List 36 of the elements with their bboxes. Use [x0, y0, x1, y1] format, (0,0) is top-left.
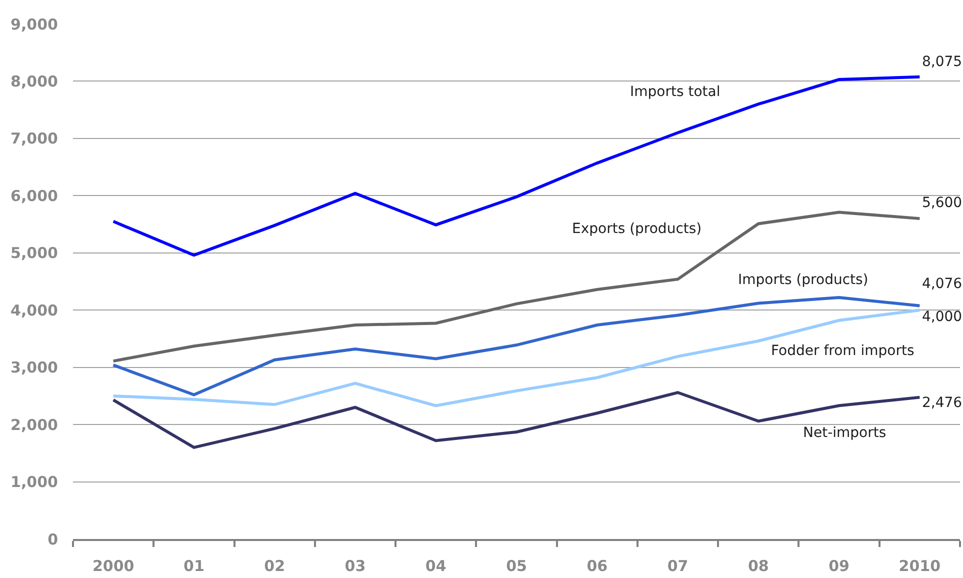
y-tick-label: 8,000 — [10, 72, 58, 90]
x-tick-label: 2000 — [92, 557, 134, 575]
x-tick-label: 09 — [828, 557, 850, 575]
series-label: Fodder from imports — [771, 343, 914, 359]
data-label: 8,075 — [922, 54, 962, 70]
line-series — [112, 308, 922, 408]
x-tick-label: 2010 — [898, 557, 941, 575]
x-tick-label: 06 — [586, 557, 608, 575]
line-series — [112, 296, 922, 396]
y-tick-label: 7,000 — [10, 130, 58, 148]
y-tick-label: 4,000 — [10, 301, 58, 320]
x-tick-label: 01 — [184, 557, 204, 575]
y-tick-label: 0 — [48, 530, 58, 548]
y-tick-label: 2,000 — [10, 416, 58, 434]
line-series — [112, 391, 922, 449]
series-label: Imports total — [630, 84, 720, 100]
y-tick-label: 5,000 — [10, 244, 58, 262]
y-tick-label: 1,000 — [10, 473, 58, 492]
y-tick-label: 6,000 — [10, 186, 58, 205]
line-series — [112, 75, 922, 257]
data-label: 2,476 — [922, 395, 962, 411]
x-tick-label: 02 — [264, 557, 286, 575]
line-series — [112, 210, 922, 363]
data-label: 4,076 — [922, 276, 962, 292]
x-tick-label: 07 — [667, 557, 688, 575]
series-label: Imports (products) — [738, 272, 868, 288]
x-tick-label: 03 — [344, 557, 366, 575]
series-label: Net-imports — [803, 425, 886, 441]
data-label: 4,000 — [922, 309, 962, 325]
y-tick-label: 3,000 — [10, 358, 58, 377]
x-tick-label: 04 — [425, 557, 446, 575]
series-label: Exports (products) — [572, 221, 702, 237]
data-label: 5,600 — [922, 195, 962, 211]
x-tick-label: 08 — [748, 557, 769, 575]
y-tick-label: 9,000 — [10, 15, 58, 34]
x-tick-label: 05 — [506, 557, 527, 575]
